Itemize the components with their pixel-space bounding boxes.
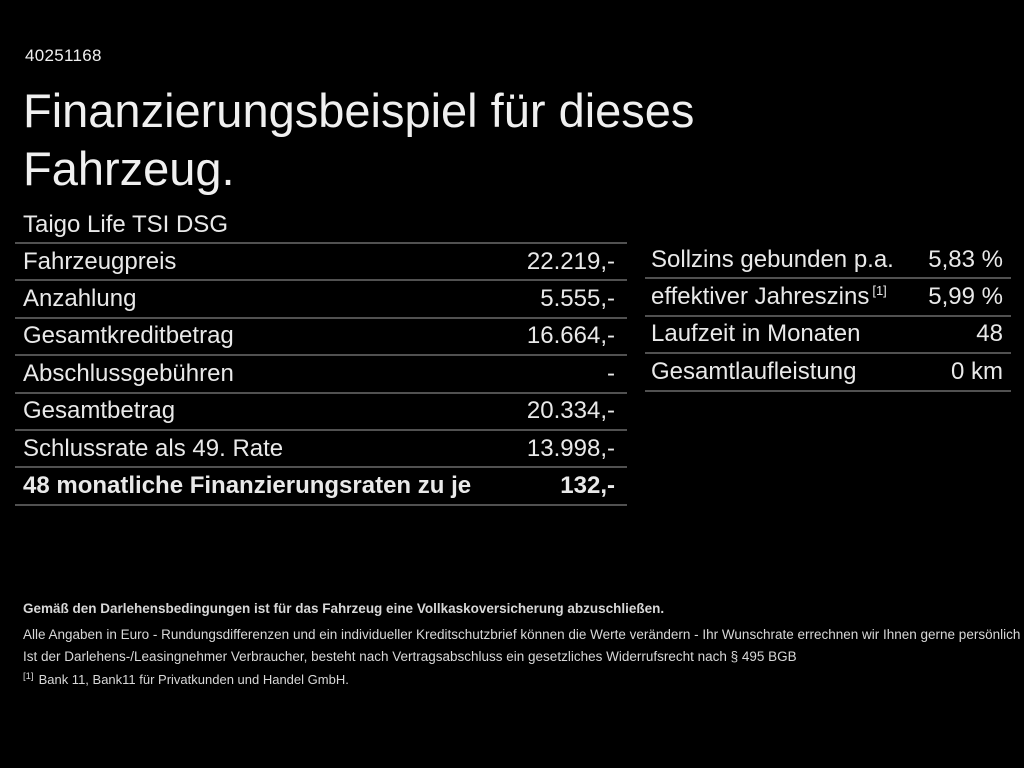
row-value: 20.334,- bbox=[526, 397, 615, 425]
row-label: Sollzins gebunden p.a. bbox=[651, 245, 894, 273]
table-row-gesamtlaufleistung: Gesamtlaufleistung 0 km bbox=[645, 354, 1011, 392]
page-title-line-1: Finanzierungsbeispiel für dieses bbox=[23, 84, 695, 137]
disclaimer-note: Alle Angaben in Euro - Rundungsdifferenz… bbox=[23, 627, 1021, 642]
page-title: Finanzierungsbeispiel für dieses Fahrzeu… bbox=[23, 82, 694, 198]
row-value: 13.998,- bbox=[526, 434, 615, 462]
row-value: 22.219,- bbox=[526, 247, 615, 275]
row-label: Gesamtkreditbetrag bbox=[23, 322, 234, 350]
table-row-sollzins: Sollzins gebunden p.a. 5,83 % bbox=[645, 242, 1011, 280]
row-label: Laufzeit in Monaten bbox=[651, 320, 861, 348]
footnote-reference: [1] bbox=[872, 283, 887, 299]
row-label: Abschlussgebühren bbox=[23, 359, 234, 387]
row-value: 132,- bbox=[560, 472, 615, 500]
finance-table: Fahrzeugpreis 22.219,- Anzahlung 5.555,-… bbox=[15, 242, 627, 506]
row-value: 0 km bbox=[950, 357, 1003, 385]
row-label: Gesamtbetrag bbox=[23, 397, 176, 425]
vehicle-name: Taigo Life TSI DSG bbox=[23, 211, 228, 238]
row-value: 5.555,- bbox=[540, 285, 615, 313]
footnote-marker: [1] bbox=[23, 670, 34, 682]
table-row-gesamtkreditbetrag: Gesamtkreditbetrag 16.664,- bbox=[15, 319, 627, 357]
table-row-fahrzeugpreis: Fahrzeugpreis 22.219,- bbox=[15, 244, 627, 282]
conditions-table: Sollzins gebunden p.a. 5,83 % effektiver… bbox=[645, 242, 1011, 392]
row-value: 5,83 % bbox=[928, 245, 1003, 273]
table-row-schlussrate: Schlussrate als 49. Rate 13.998,- bbox=[15, 431, 627, 469]
footnote-text: Bank 11, Bank11 für Privatkunden und Han… bbox=[38, 672, 349, 687]
page-title-line-2: Fahrzeug. bbox=[23, 142, 235, 195]
table-row-laufzeit: Laufzeit in Monaten 48 bbox=[645, 317, 1011, 355]
table-row-abschlussgebuehren: Abschlussgebühren - bbox=[15, 356, 627, 394]
row-label: Fahrzeugpreis bbox=[23, 247, 177, 275]
row-label: effektiver Jahreszins [1] bbox=[645, 283, 887, 311]
withdrawal-right-note: Ist der Darlehens-/Leasingnehmer Verbrau… bbox=[23, 649, 797, 664]
row-value: 48 bbox=[976, 320, 1003, 348]
row-value: 16.664,- bbox=[526, 322, 615, 350]
row-label-text: effektiver Jahreszins bbox=[651, 283, 870, 311]
row-label: Gesamtlaufleistung bbox=[651, 357, 857, 385]
row-value: 5,99 % bbox=[928, 283, 1003, 311]
bank-footnote: [1] Bank 11, Bank11 für Privatkunden und … bbox=[23, 670, 1018, 687]
insurance-requirement-note: Gemäß den Darlehensbedingungen ist für d… bbox=[23, 601, 665, 616]
table-row-gesamtbetrag: Gesamtbetrag 20.334,- bbox=[15, 394, 627, 431]
vehicle-listing-id: 40251168 bbox=[25, 46, 102, 65]
table-row-effektiver-jahreszins: effektiver Jahreszins [1] 5,99 % bbox=[645, 279, 1011, 317]
row-value: - bbox=[607, 359, 615, 387]
table-row-anzahlung: Anzahlung 5.555,- bbox=[15, 281, 627, 319]
row-label: Schlussrate als 49. Rate bbox=[23, 434, 284, 462]
row-label: Anzahlung bbox=[23, 285, 137, 313]
table-row-monatsrate: 48 monatliche Finanzierungsraten zu je 1… bbox=[15, 468, 627, 506]
row-label: 48 monatliche Finanzierungsraten zu je bbox=[23, 472, 472, 500]
